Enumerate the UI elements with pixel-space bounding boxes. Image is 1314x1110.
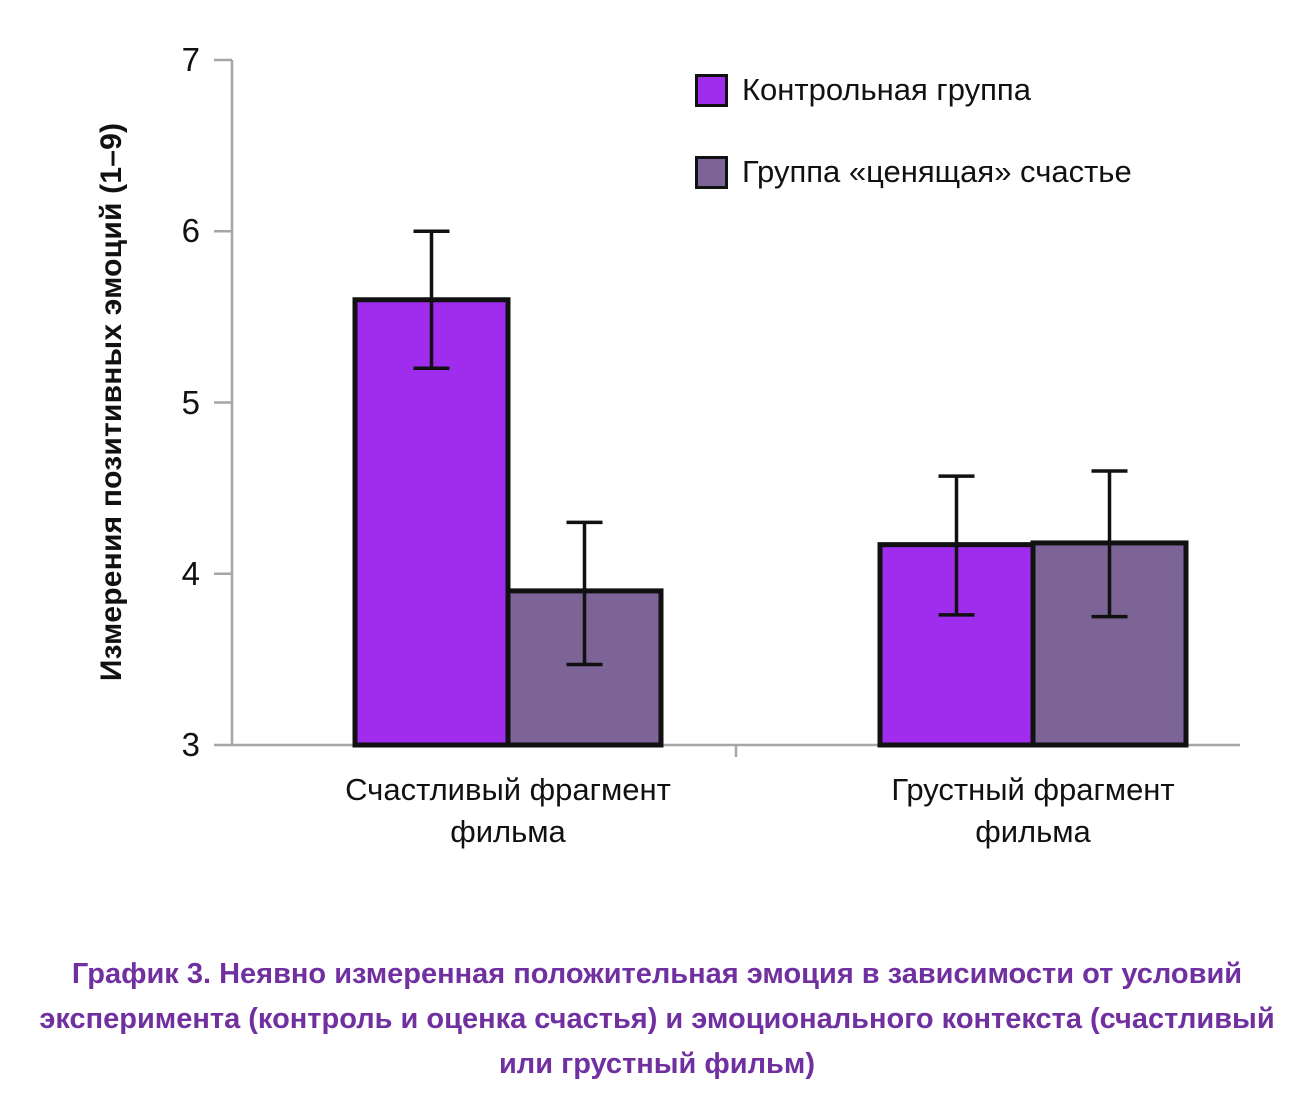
y-tick-label: 4 bbox=[181, 554, 200, 592]
bar bbox=[505, 588, 664, 748]
legend-swatch-control-group bbox=[695, 73, 728, 107]
y-axis-label: Измерения позитивных эмоций (1–9) bbox=[95, 122, 128, 682]
legend-item-valuing-happiness-group: Группа «ценящая» счастье bbox=[695, 154, 1132, 190]
y-tick-label: 3 bbox=[181, 726, 200, 763]
figure-caption: График 3. Неявно измеренная положительна… bbox=[39, 958, 1275, 1080]
bar bbox=[352, 297, 511, 748]
legend-item-control-group: Контрольная группа bbox=[695, 72, 1132, 108]
bar-chart: Измерения позитивных эмоций (1–9) Контро… bbox=[95, 41, 1240, 849]
x-category-sad-film: Грустный фрагмент фильма bbox=[891, 772, 1175, 849]
chart-canvas bbox=[214, 58, 1240, 757]
legend-swatch-valuing-happiness-group bbox=[695, 155, 728, 189]
legend-label-control-group: Контрольная группа bbox=[742, 72, 1031, 107]
y-tick-label: 7 bbox=[181, 41, 200, 78]
y-tick-label: 6 bbox=[181, 212, 200, 250]
legend-label-valuing-happiness-group: Группа «ценящая» счастье bbox=[742, 154, 1132, 189]
y-tick-label: 5 bbox=[181, 383, 200, 421]
legend: Контрольная группа Группа «ценящая» счас… bbox=[695, 72, 1132, 236]
x-category-happy-film: Счастливый фрагмент фильма bbox=[345, 772, 671, 849]
